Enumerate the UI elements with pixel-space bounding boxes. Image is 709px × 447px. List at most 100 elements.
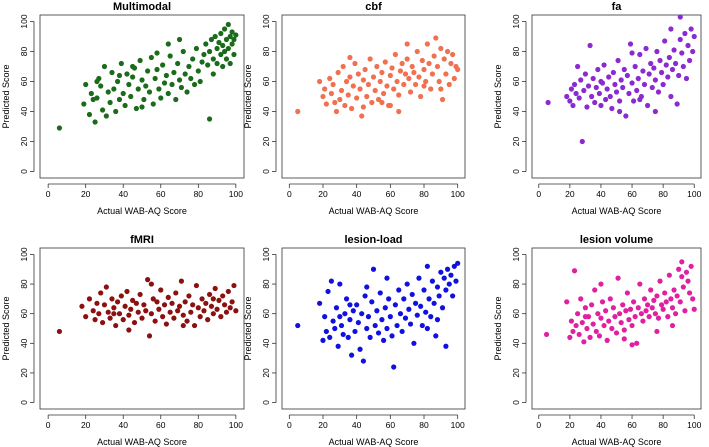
data-point (328, 90, 335, 97)
data-point (229, 41, 235, 47)
data-point (601, 62, 607, 68)
x-tick-label: 60 (386, 420, 396, 430)
data-point (332, 99, 338, 106)
data-point (677, 36, 683, 43)
data-point (589, 93, 595, 100)
data-point (178, 84, 185, 91)
data-point (295, 322, 301, 329)
data-point (668, 93, 674, 100)
data-point (377, 78, 383, 85)
data-point (450, 293, 456, 299)
data-point (402, 315, 409, 321)
data-point (606, 318, 612, 324)
data-point (446, 81, 452, 88)
data-point (342, 311, 348, 317)
data-point (649, 305, 655, 311)
y-axis-label: Predicted Score (243, 296, 253, 360)
data-point (152, 75, 158, 82)
plot-frame (281, 14, 466, 179)
data-point (384, 275, 390, 281)
data-point (364, 93, 370, 100)
data-point (655, 315, 662, 321)
data-point (325, 288, 331, 295)
y-tick-label: 60 (19, 77, 29, 87)
data-point (641, 81, 648, 88)
data-point (352, 328, 358, 335)
data-point (350, 83, 356, 89)
data-point (124, 71, 130, 77)
data-point (582, 314, 589, 320)
data-point (596, 333, 602, 339)
data-point (578, 77, 584, 83)
data-point (118, 293, 124, 299)
data-point (206, 48, 213, 55)
data-point (644, 102, 651, 109)
data-point (631, 98, 637, 104)
data-point (345, 92, 351, 98)
data-point (575, 63, 581, 70)
y-tick-label: 100 (261, 247, 271, 261)
data-point (434, 63, 441, 70)
data-point (214, 306, 220, 312)
data-point (391, 86, 397, 92)
data-point (160, 62, 166, 68)
data-point (92, 317, 98, 323)
data-point (186, 293, 192, 299)
data-point (193, 282, 200, 289)
data-point (438, 45, 444, 52)
data-point (382, 305, 388, 311)
y-tick-label: 80 (19, 47, 29, 57)
x-tick-label: 100 (687, 420, 701, 430)
y-tick-label: 0 (511, 400, 521, 405)
data-point (688, 26, 694, 32)
data-point (362, 293, 368, 299)
data-point (426, 60, 432, 67)
data-point (585, 83, 592, 89)
data-point (342, 102, 348, 109)
data-point (193, 45, 200, 52)
data-point (369, 299, 375, 305)
data-point (606, 74, 612, 80)
data-point (613, 330, 620, 336)
data-point (579, 319, 585, 326)
data-point (618, 77, 624, 83)
data-point (158, 287, 164, 293)
data-point (340, 63, 346, 70)
data-point (637, 51, 643, 58)
data-point (426, 296, 432, 302)
data-point (431, 300, 437, 306)
data-point (374, 308, 380, 314)
data-point (592, 99, 598, 106)
data-point (101, 302, 108, 308)
data-point (658, 302, 665, 308)
data-point (139, 104, 145, 110)
data-point (362, 66, 368, 73)
y-tick-label: 20 (511, 136, 521, 146)
x-tick-label: 80 (194, 420, 204, 430)
data-point (186, 63, 192, 70)
data-point (443, 287, 449, 293)
data-point (394, 322, 400, 329)
data-point (98, 83, 104, 89)
data-point (610, 305, 616, 311)
data-point (135, 86, 141, 92)
data-point (615, 57, 621, 64)
data-point (407, 321, 414, 327)
data-point (205, 62, 211, 68)
data-point (201, 308, 207, 314)
y-tick-label: 0 (511, 169, 521, 174)
y-axis-label: Predicted Score (493, 64, 503, 128)
x-tick-label: 20 (318, 420, 328, 430)
data-point (677, 14, 683, 20)
data-point (56, 125, 63, 131)
data-point (593, 328, 599, 335)
data-point (438, 269, 444, 275)
plot-frame (39, 14, 245, 179)
data-point (322, 314, 328, 320)
data-point (105, 89, 111, 95)
data-point (416, 74, 422, 80)
data-point (571, 81, 578, 88)
data-point (686, 290, 693, 296)
data-point (165, 90, 171, 97)
